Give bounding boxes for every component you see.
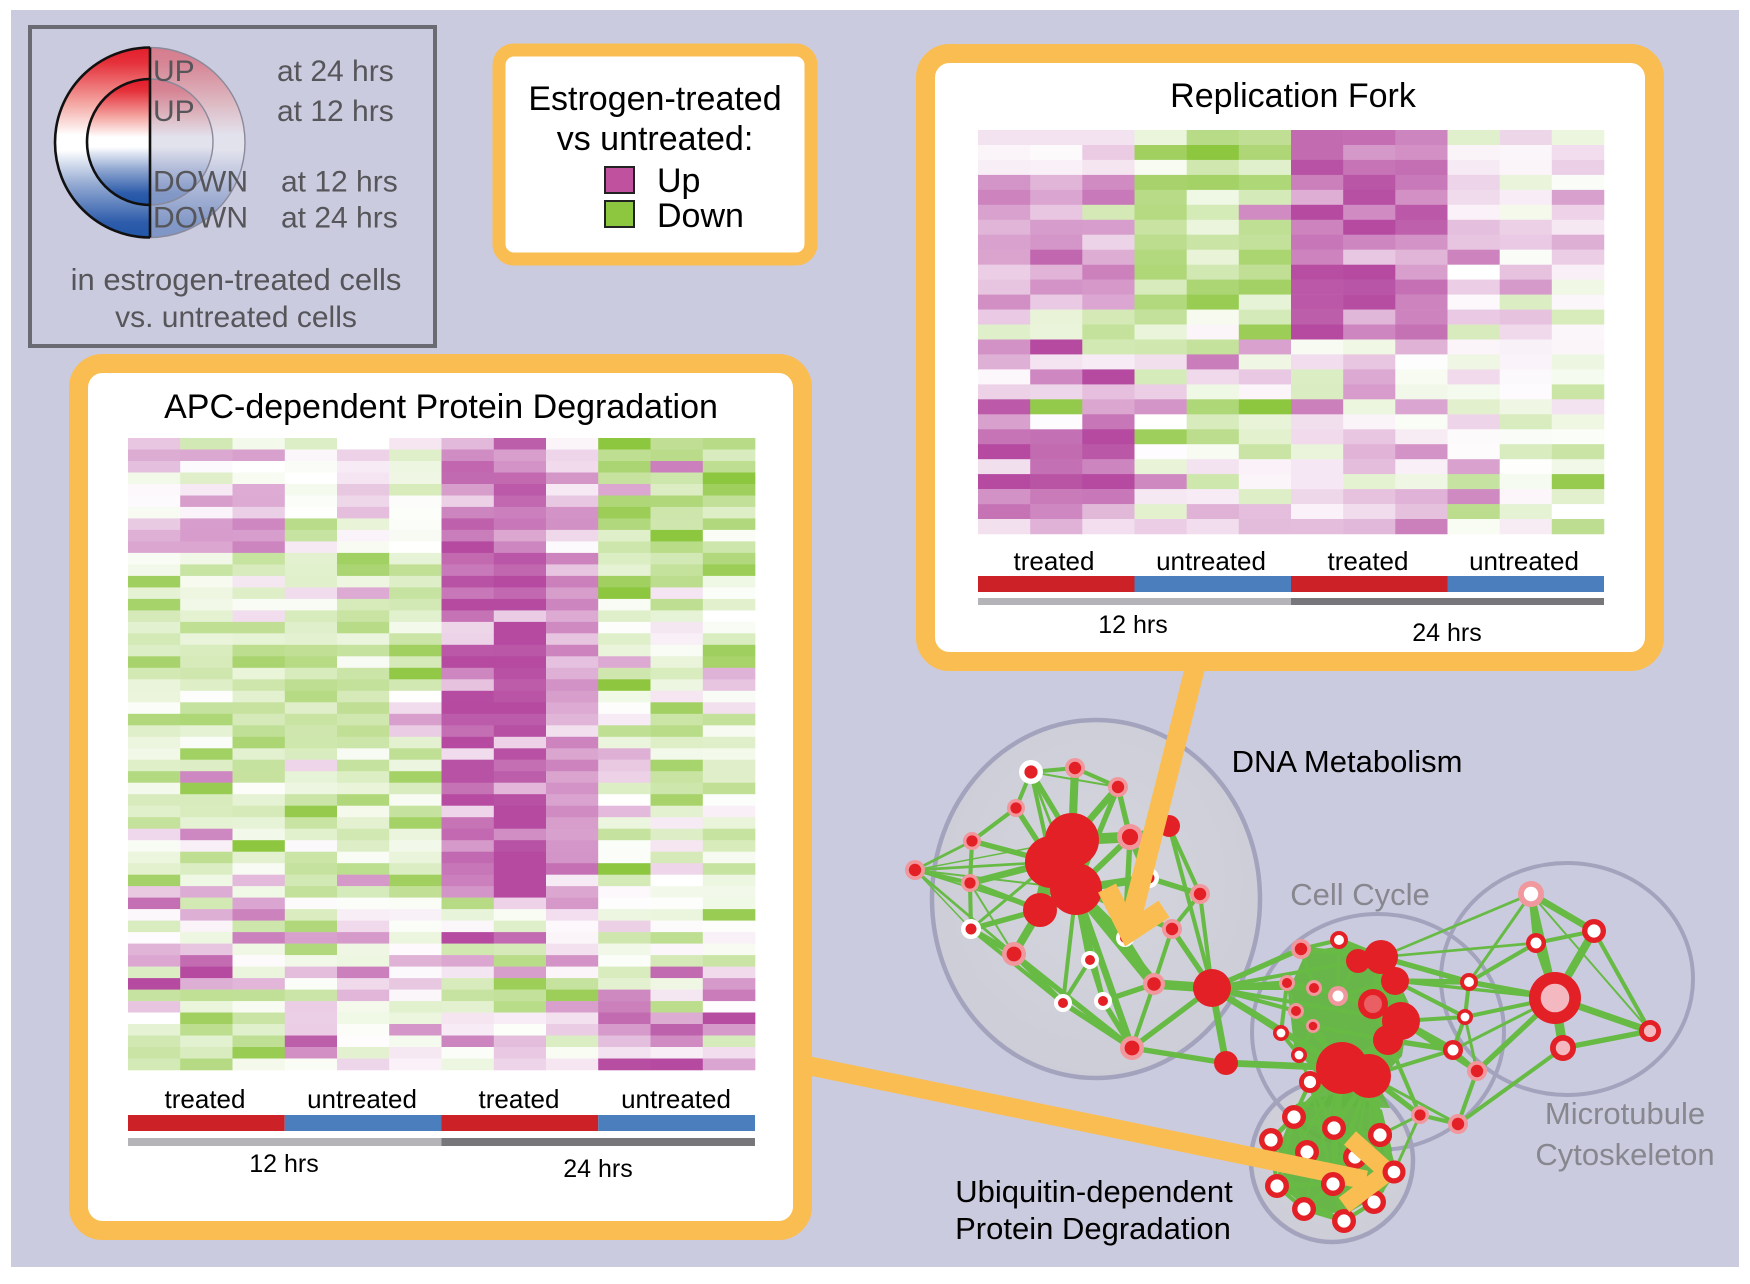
svg-text:APC-dependent Protein Degradat: APC-dependent Protein Degradation xyxy=(164,388,718,426)
svg-text:Estrogen-treated: Estrogen-treated xyxy=(528,80,781,118)
svg-text:at 24 hrs: at 24 hrs xyxy=(281,202,398,235)
svg-text:12 hrs: 12 hrs xyxy=(1098,611,1167,639)
svg-text:24 hrs: 24 hrs xyxy=(1412,619,1481,647)
svg-text:Ubiquitin-dependent: Ubiquitin-dependent xyxy=(955,1174,1233,1209)
svg-text:vs untreated:: vs untreated: xyxy=(557,120,754,158)
svg-text:treated: treated xyxy=(1014,546,1095,576)
svg-text:at 24 hrs: at 24 hrs xyxy=(277,55,394,88)
svg-text:treated: treated xyxy=(165,1084,246,1114)
svg-text:at 12 hrs: at 12 hrs xyxy=(277,95,394,128)
svg-text:Up: Up xyxy=(657,162,700,200)
svg-text:DOWN: DOWN xyxy=(153,202,248,235)
svg-text:untreated: untreated xyxy=(1469,546,1579,576)
svg-text:in estrogen-treated cells: in estrogen-treated cells xyxy=(71,262,402,297)
svg-text:Replication Fork: Replication Fork xyxy=(1170,77,1417,115)
svg-text:DNA Metabolism: DNA Metabolism xyxy=(1232,744,1463,779)
svg-text:treated: treated xyxy=(1328,546,1409,576)
svg-text:DOWN: DOWN xyxy=(153,166,248,199)
svg-text:Microtubule: Microtubule xyxy=(1545,1096,1705,1131)
svg-text:24 hrs: 24 hrs xyxy=(563,1155,632,1183)
svg-text:vs. untreated cells: vs. untreated cells xyxy=(115,301,357,334)
svg-text:untreated: untreated xyxy=(1156,546,1266,576)
svg-text:UP: UP xyxy=(153,95,195,128)
svg-text:Cytoskeleton: Cytoskeleton xyxy=(1535,1137,1714,1172)
svg-text:UP: UP xyxy=(153,55,195,88)
svg-text:treated: treated xyxy=(479,1084,560,1114)
svg-text:untreated: untreated xyxy=(621,1084,731,1114)
svg-text:Cell Cycle: Cell Cycle xyxy=(1290,877,1430,912)
svg-text:12 hrs: 12 hrs xyxy=(249,1150,318,1178)
svg-text:Down: Down xyxy=(657,197,744,235)
svg-text:untreated: untreated xyxy=(307,1084,417,1114)
svg-text:at 12 hrs: at 12 hrs xyxy=(281,166,398,199)
svg-text:Protein Degradation: Protein Degradation xyxy=(955,1211,1231,1246)
